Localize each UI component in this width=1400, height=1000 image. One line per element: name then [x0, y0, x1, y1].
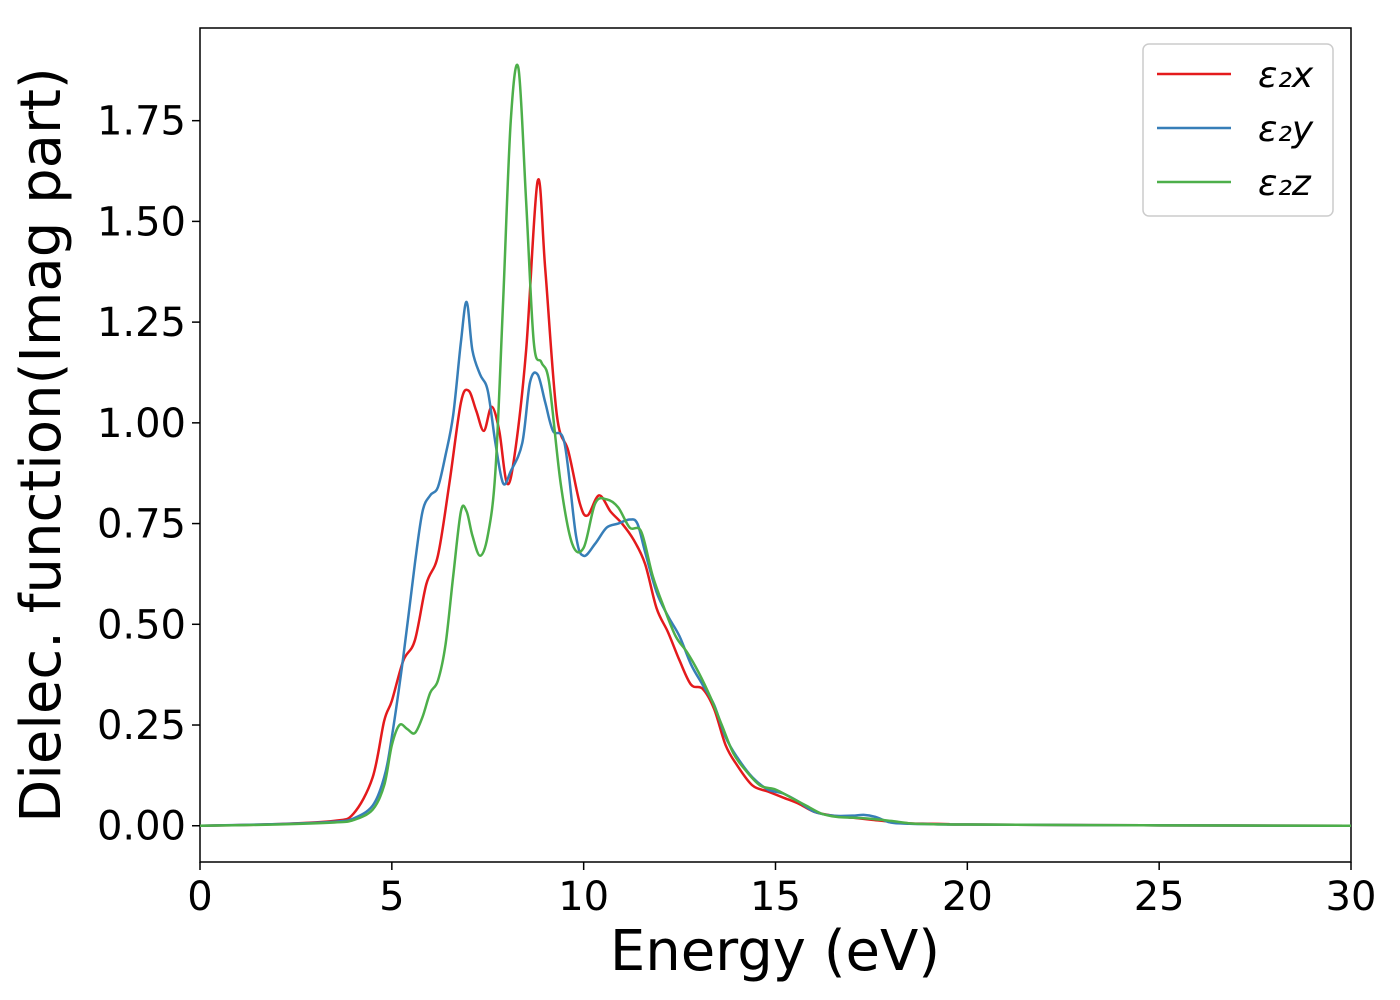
x-tick-label: 0	[187, 874, 212, 920]
y-axis-label: Dielec. function(Imag part)	[9, 67, 74, 823]
legend-box	[1142, 43, 1334, 217]
series-line-x	[200, 178, 1351, 827]
x-tick-label: 25	[1134, 874, 1185, 920]
series-line-y	[200, 300, 1351, 827]
y-tick-label: 1.25	[97, 300, 186, 346]
legend-entry: ε₂z	[1258, 163, 1312, 204]
x-axis: 0 5 10 15 20 25 30	[187, 862, 1376, 920]
series-layer	[200, 63, 1351, 827]
y-tick-label: 0.25	[97, 703, 186, 749]
x-tick-label: 20	[942, 874, 993, 920]
legend-entry: ε₂x	[1258, 55, 1314, 96]
y-axis: 0.00 0.25 0.50 0.75 1.00 1.25 1.50 1.75	[97, 99, 200, 850]
y-tick-label: 1.00	[97, 401, 186, 447]
legend: ε₂x ε₂y ε₂z	[1142, 43, 1334, 217]
x-tick-label: 10	[558, 874, 609, 920]
y-tick-label: 1.50	[97, 199, 186, 245]
x-tick-label: 15	[750, 874, 801, 920]
y-tick-label: 1.75	[97, 99, 186, 145]
x-tick-label: 30	[1326, 874, 1377, 920]
plot-area: 0 5 10 15 20 25 30 0.00 0.25 0.50 0.75 1.00 1.25 1.5…	[97, 27, 1376, 920]
y-tick-label: 0.00	[97, 804, 186, 850]
x-axis-label: Energy (eV)	[610, 919, 940, 984]
series-line-z	[200, 63, 1351, 827]
x-tick-label: 5	[379, 874, 404, 920]
legend-entry: ε₂y	[1258, 109, 1314, 150]
y-tick-label: 0.50	[97, 602, 186, 648]
y-tick-label: 0.75	[97, 502, 186, 548]
